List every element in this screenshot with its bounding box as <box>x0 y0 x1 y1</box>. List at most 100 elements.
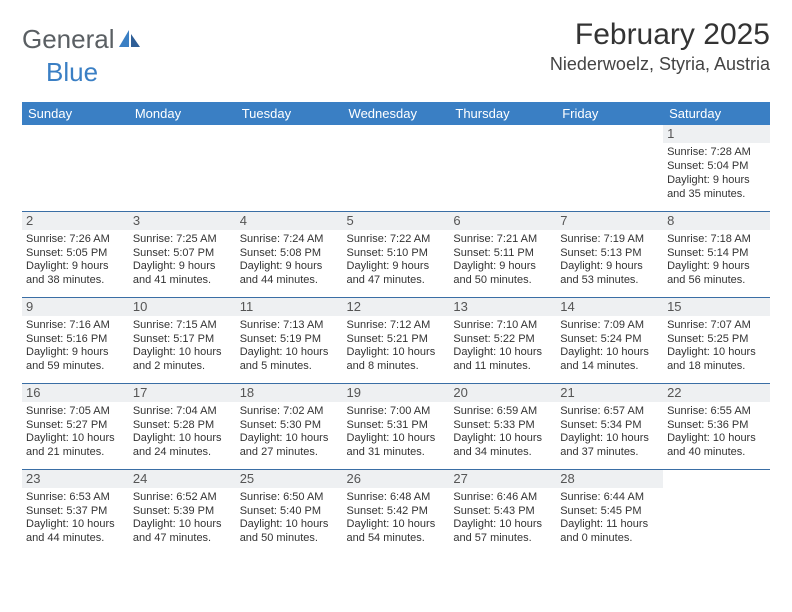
sunrise-text: Sunrise: 7:16 AM <box>26 319 125 333</box>
daylight-text: Daylight: 9 hours and 47 minutes. <box>347 260 446 288</box>
sunset-text: Sunset: 5:37 PM <box>26 505 125 519</box>
day-number: 18 <box>236 384 343 402</box>
weekday-header: Sunday <box>22 102 129 125</box>
daylight-text: Daylight: 10 hours and 44 minutes. <box>26 518 125 546</box>
day-number: 24 <box>129 470 236 488</box>
day-number: 8 <box>663 212 770 230</box>
calendar-day-cell <box>663 469 770 555</box>
daylight-text: Daylight: 10 hours and 11 minutes. <box>453 346 552 374</box>
daylight-text: Daylight: 10 hours and 27 minutes. <box>240 432 339 460</box>
day-number: 16 <box>22 384 129 402</box>
logo-text-general: General <box>22 24 115 55</box>
sunset-text: Sunset: 5:22 PM <box>453 333 552 347</box>
calendar-header-row: SundayMondayTuesdayWednesdayThursdayFrid… <box>22 102 770 125</box>
calendar-day-cell: 24Sunrise: 6:52 AMSunset: 5:39 PMDayligh… <box>129 469 236 555</box>
calendar-day-cell <box>129 125 236 211</box>
day-number: 27 <box>449 470 556 488</box>
calendar-day-cell <box>236 125 343 211</box>
calendar-day-cell: 2 Sunrise: 7:26 AMSunset: 5:05 PMDaylight… <box>22 211 129 297</box>
logo: General <box>22 18 143 55</box>
calendar-day-cell: 13Sunrise: 7:10 AMSunset: 5:22 PMDayligh… <box>449 297 556 383</box>
day-number: 4 <box>236 212 343 230</box>
calendar-day-cell: 28Sunrise: 6:44 AMSunset: 5:45 PMDayligh… <box>556 469 663 555</box>
calendar-day-cell: 14Sunrise: 7:09 AMSunset: 5:24 PMDayligh… <box>556 297 663 383</box>
daylight-text: Daylight: 9 hours and 38 minutes. <box>26 260 125 288</box>
calendar-day-cell: 17Sunrise: 7:04 AMSunset: 5:28 PMDayligh… <box>129 383 236 469</box>
title-block: February 2025 Niederwoelz, Styria, Austr… <box>550 18 770 75</box>
calendar-day-cell <box>22 125 129 211</box>
sunrise-text: Sunrise: 6:48 AM <box>347 491 446 505</box>
day-number: 7 <box>556 212 663 230</box>
calendar-day-cell: 25Sunrise: 6:50 AMSunset: 5:40 PMDayligh… <box>236 469 343 555</box>
sunset-text: Sunset: 5:33 PM <box>453 419 552 433</box>
sunset-text: Sunset: 5:11 PM <box>453 247 552 261</box>
sunset-text: Sunset: 5:05 PM <box>26 247 125 261</box>
calendar-week-row: 2Sunrise: 7:26 AMSunset: 5:05 PMDaylight… <box>22 211 770 297</box>
daylight-text: Daylight: 10 hours and 50 minutes. <box>240 518 339 546</box>
sunset-text: Sunset: 5:40 PM <box>240 505 339 519</box>
day-number: 2 <box>22 212 129 230</box>
weekday-header: Thursday <box>449 102 556 125</box>
calendar-day-cell: 1Sunrise: 7:28 AMSunset: 5:04 PMDaylight… <box>663 125 770 211</box>
calendar-week-row: 9Sunrise: 7:16 AMSunset: 5:16 PMDaylight… <box>22 297 770 383</box>
day-number: 10 <box>129 298 236 316</box>
day-number: 14 <box>556 298 663 316</box>
sunrise-text: Sunrise: 7:12 AM <box>347 319 446 333</box>
daylight-text: Daylight: 9 hours and 41 minutes. <box>133 260 232 288</box>
sunrise-text: Sunrise: 7:25 AM <box>133 233 232 247</box>
sunset-text: Sunset: 5:19 PM <box>240 333 339 347</box>
calendar-week-row: 16Sunrise: 7:05 AMSunset: 5:27 PMDayligh… <box>22 383 770 469</box>
sunset-text: Sunset: 5:07 PM <box>133 247 232 261</box>
calendar-day-cell: 26Sunrise: 6:48 AMSunset: 5:42 PMDayligh… <box>343 469 450 555</box>
daylight-text: Daylight: 10 hours and 5 minutes. <box>240 346 339 374</box>
daylight-text: Daylight: 10 hours and 24 minutes. <box>133 432 232 460</box>
day-number: 5 <box>343 212 450 230</box>
calendar-week-row: 1Sunrise: 7:28 AMSunset: 5:04 PMDaylight… <box>22 125 770 211</box>
weekday-header: Tuesday <box>236 102 343 125</box>
calendar-day-cell: 22Sunrise: 6:55 AMSunset: 5:36 PMDayligh… <box>663 383 770 469</box>
daylight-text: Daylight: 9 hours and 59 minutes. <box>26 346 125 374</box>
calendar-day-cell: 12Sunrise: 7:12 AMSunset: 5:21 PMDayligh… <box>343 297 450 383</box>
day-number: 26 <box>343 470 450 488</box>
sunset-text: Sunset: 5:28 PM <box>133 419 232 433</box>
day-number: 28 <box>556 470 663 488</box>
daylight-text: Daylight: 10 hours and 57 minutes. <box>453 518 552 546</box>
daylight-text: Daylight: 10 hours and 8 minutes. <box>347 346 446 374</box>
daylight-text: Daylight: 10 hours and 47 minutes. <box>133 518 232 546</box>
day-number: 17 <box>129 384 236 402</box>
sunrise-text: Sunrise: 7:21 AM <box>453 233 552 247</box>
calendar-day-cell: 10Sunrise: 7:15 AMSunset: 5:17 PMDayligh… <box>129 297 236 383</box>
calendar-day-cell: 16Sunrise: 7:05 AMSunset: 5:27 PMDayligh… <box>22 383 129 469</box>
daylight-text: Daylight: 10 hours and 40 minutes. <box>667 432 766 460</box>
sunset-text: Sunset: 5:31 PM <box>347 419 446 433</box>
sunrise-text: Sunrise: 7:24 AM <box>240 233 339 247</box>
daylight-text: Daylight: 10 hours and 37 minutes. <box>560 432 659 460</box>
day-number: 6 <box>449 212 556 230</box>
daylight-text: Daylight: 10 hours and 31 minutes. <box>347 432 446 460</box>
sunrise-text: Sunrise: 7:00 AM <box>347 405 446 419</box>
day-number: 11 <box>236 298 343 316</box>
calendar-day-cell: 23Sunrise: 6:53 AMSunset: 5:37 PMDayligh… <box>22 469 129 555</box>
calendar-day-cell: 15Sunrise: 7:07 AMSunset: 5:25 PMDayligh… <box>663 297 770 383</box>
day-number: 25 <box>236 470 343 488</box>
calendar-day-cell: 8Sunrise: 7:18 AMSunset: 5:14 PMDaylight… <box>663 211 770 297</box>
sunrise-text: Sunrise: 6:46 AM <box>453 491 552 505</box>
calendar-day-cell: 6 Sunrise: 7:21 AMSunset: 5:11 PMDaylight… <box>449 211 556 297</box>
daylight-text: Daylight: 10 hours and 18 minutes. <box>667 346 766 374</box>
day-number: 22 <box>663 384 770 402</box>
sunrise-text: Sunrise: 7:18 AM <box>667 233 766 247</box>
day-number: 15 <box>663 298 770 316</box>
sunrise-text: Sunrise: 6:52 AM <box>133 491 232 505</box>
sunrise-text: Sunrise: 7:26 AM <box>26 233 125 247</box>
sunset-text: Sunset: 5:14 PM <box>667 247 766 261</box>
daylight-text: Daylight: 9 hours and 35 minutes. <box>667 174 766 202</box>
calendar-day-cell: 11Sunrise: 7:13 AMSunset: 5:19 PMDayligh… <box>236 297 343 383</box>
sunrise-text: Sunrise: 7:10 AM <box>453 319 552 333</box>
weekday-header: Wednesday <box>343 102 450 125</box>
calendar-day-cell <box>449 125 556 211</box>
sunrise-text: Sunrise: 7:28 AM <box>667 146 766 160</box>
daylight-text: Daylight: 10 hours and 14 minutes. <box>560 346 659 374</box>
sunrise-text: Sunrise: 7:19 AM <box>560 233 659 247</box>
calendar-day-cell: 27Sunrise: 6:46 AMSunset: 5:43 PMDayligh… <box>449 469 556 555</box>
daylight-text: Daylight: 9 hours and 50 minutes. <box>453 260 552 288</box>
